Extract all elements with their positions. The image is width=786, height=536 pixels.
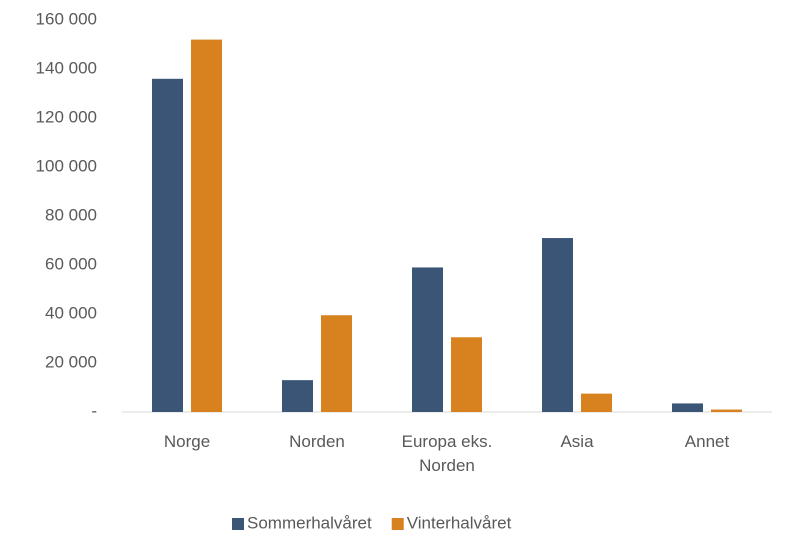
y-tick-label: 140 000: [36, 58, 97, 77]
bar: [321, 315, 352, 412]
bar: [711, 409, 742, 412]
y-tick-label: -: [91, 401, 97, 420]
bar: [191, 39, 222, 412]
x-tick-label: Asia: [560, 432, 594, 451]
legend-swatch: [391, 518, 404, 530]
x-tick-label: Norge: [163, 432, 211, 451]
bar: [451, 337, 482, 412]
x-tick-label: Europa eks. Norden: [401, 432, 493, 475]
bar: [542, 238, 573, 412]
bar: [152, 78, 183, 413]
bar: [672, 403, 703, 412]
y-tick-label: 40 000: [45, 303, 97, 322]
x-tick-label: Norden: [289, 432, 345, 451]
y-tick-label: 20 000: [45, 352, 97, 371]
legend-label: Vinterhalvåret: [407, 513, 512, 532]
y-tick-label: 80 000: [45, 205, 97, 224]
bar: [282, 380, 313, 412]
legend-swatch: [232, 518, 244, 530]
x-tick-label: Annet: [684, 432, 730, 451]
legend-label: Sommerhalvåret: [247, 513, 372, 532]
y-tick-label: 60 000: [45, 254, 97, 273]
y-tick-label: 100 000: [36, 156, 97, 175]
y-tick-label: 120 000: [36, 107, 97, 126]
y-tick-label: 160 000: [36, 9, 97, 28]
bar: [581, 393, 612, 412]
bar: [412, 267, 443, 412]
